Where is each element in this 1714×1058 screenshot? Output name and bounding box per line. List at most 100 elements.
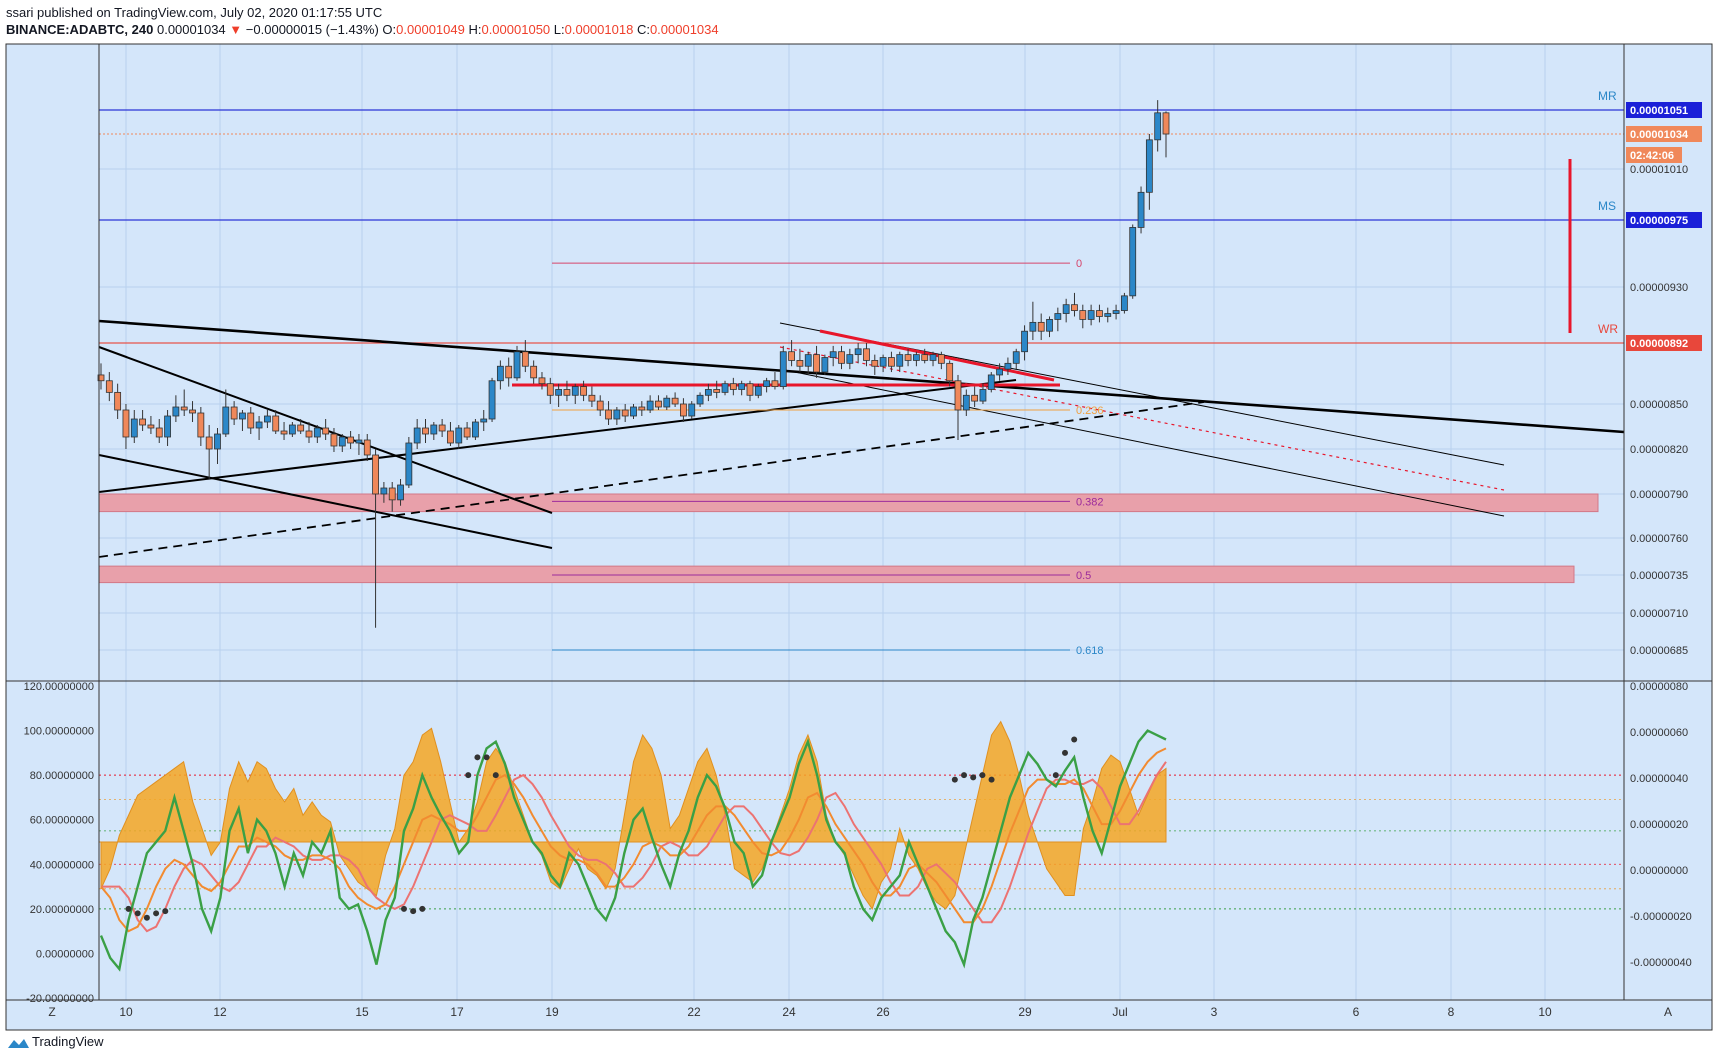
last-price: 0.00001034 [156,22,226,37]
ohlc-line: BINANCE:ADABTC, 240 0.00001034 ▼ −0.0000… [6,21,719,38]
time-tick-label: 15 [355,1005,369,1019]
candle-body [813,354,820,373]
candle-body [1104,313,1112,317]
fib-label: 0.618 [1076,645,1104,657]
candle-body [788,351,795,361]
candle-body [671,397,679,405]
price-axis-label-box [1626,335,1702,351]
candle-body [305,430,313,438]
price-tick-label: 0.00000930 [1630,282,1688,294]
candle-body [430,424,438,435]
indicator-right-tick: 0.00000060 [1630,727,1688,739]
signal-dot [400,905,407,912]
scroll-right-button: A [1664,1005,1672,1019]
close-value: 0.00001034 [649,22,719,37]
signal-dot [1062,749,1069,756]
candle-body [996,368,1003,376]
candle-body [1162,112,1170,135]
thin-channel-lower[interactable] [779,368,1505,517]
candle-body [255,421,263,429]
candle-body [1145,139,1153,193]
candle-body [704,389,712,396]
price-change: −0.00000015 (−1.43%) [245,22,379,37]
candle-body [971,394,979,402]
support-zone [98,493,1599,513]
signal-dot [162,908,169,915]
candle-body [363,439,371,456]
dashed-support-line[interactable] [98,401,1205,558]
price-tick-label: 0.00000850 [1630,399,1688,411]
fib-retracement[interactable]: 0 0.236 0.382 0.5 0.618 [552,258,1104,657]
candle-body [863,348,870,361]
symbol-label[interactable]: BINANCE:ADABTC, 240 [6,22,154,37]
candle-body [871,360,879,367]
candle-body [904,354,912,361]
down-arrow-icon: ▼ [229,22,243,37]
fib-label: 0.5 [1076,570,1091,582]
candle-body [987,374,995,390]
candle-body [288,424,296,435]
indicator-right-tick: 0.00000080 [1630,681,1688,693]
candle-body [480,418,488,423]
candle-body [355,439,363,444]
price-tick-label: 0.00000735 [1630,570,1688,582]
indicator-left-tick: 100.00000000 [24,726,94,738]
candle-body [1037,321,1045,332]
candle-body [488,380,496,420]
candle-body [147,424,155,429]
signal-dot [970,774,977,781]
signal-dot [143,914,150,921]
indicator-pane [99,720,1624,972]
candle-body [230,406,238,420]
candle-body [1029,321,1037,332]
time-tick-label: 6 [1353,1005,1360,1019]
candle-body [713,389,721,393]
candle-body [571,386,579,396]
publish-line: ssari published on TradingView.com, July… [6,5,383,20]
tradingview-logo-icon [8,1039,29,1048]
candle-body [338,436,346,447]
level-tag-mr: MR [1598,89,1617,103]
brand-label: TradingView [32,1034,104,1049]
fib-label: 0.382 [1076,496,1104,508]
candle-body [1112,310,1120,314]
candle-body [505,365,513,379]
candle-body [546,383,554,396]
high-label: H: [468,22,482,37]
close-label: C: [636,22,650,37]
candle-body [754,386,762,396]
stochastic-line-green [99,729,1167,972]
time-tick-label: 19 [545,1005,559,1019]
high-value: 0.00001050 [481,22,551,37]
red-falling-line[interactable] [819,329,1055,382]
scroll-left-button: Z [48,1005,55,1019]
candle-body [746,383,754,396]
candle-body [962,394,970,411]
candle-body [854,348,862,356]
candle-body [280,430,288,435]
channel-lower-line[interactable] [98,454,553,549]
candle-body [912,354,920,361]
candle-body [555,389,563,396]
signal-line-orange [100,747,1167,933]
signal-dot [419,905,426,912]
candle-body [272,415,280,432]
candle-body [1079,310,1087,320]
candle-body [763,380,771,387]
candle-body [105,380,113,393]
candle-body [680,403,687,417]
price-axis-label-box [1626,212,1702,228]
signal-dot [988,776,995,783]
main-trendline[interactable] [98,319,1625,434]
candle-body [1004,362,1012,370]
fib-label: 0 [1076,258,1082,270]
candle-body [829,351,837,358]
price-tick-label: 0.00001010 [1630,164,1688,176]
axes: 10 12 15 17 19 22 24 26 29 Jul 3 6 8 10 Z A 0.00001010 0.… [5,43,1713,1031]
price-axis-label: 0.00001034 [1630,129,1689,141]
signal-dot [961,772,968,779]
candle-body [521,351,529,367]
signal-dot [492,772,499,779]
rising-support-line[interactable] [98,379,1017,493]
